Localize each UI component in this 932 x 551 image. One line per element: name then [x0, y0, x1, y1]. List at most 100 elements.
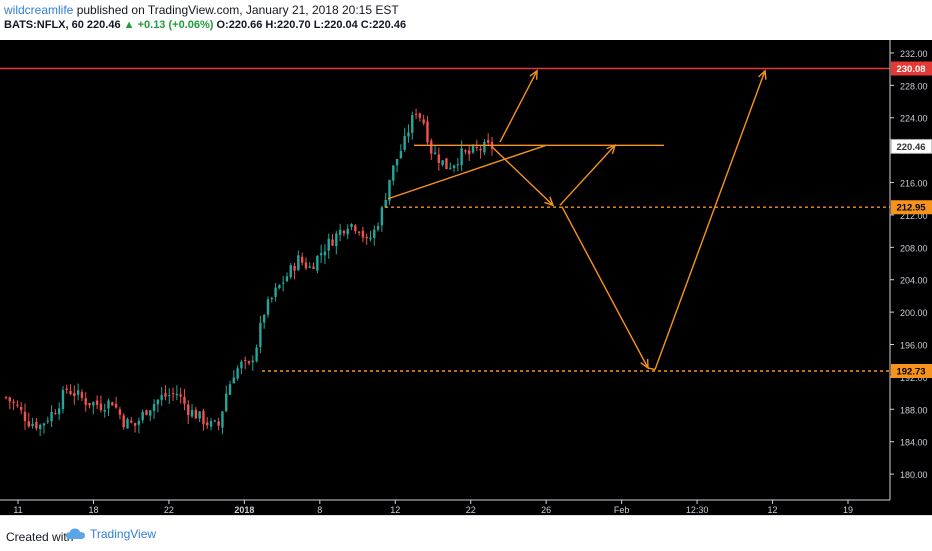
- candle: [437, 147, 441, 171]
- candle-body: [27, 421, 30, 427]
- candle: [414, 108, 418, 120]
- candle: [335, 230, 338, 255]
- triangle-bottom-line: [387, 144, 547, 200]
- candlestick-chart: 232.00228.00224.00220.00216.00212.00208.…: [0, 40, 932, 515]
- time-tick-label: 2018: [234, 505, 254, 515]
- candle-body: [365, 236, 368, 239]
- candle-body: [335, 233, 338, 246]
- candle: [323, 244, 327, 265]
- candle-body: [213, 420, 217, 422]
- candle-body: [99, 403, 103, 411]
- chart-header: wildcreamlife published on TradingView.c…: [0, 0, 932, 40]
- candle-body: [475, 146, 479, 148]
- candle: [281, 275, 285, 292]
- candle: [31, 417, 34, 429]
- price-tag-last: 220.46: [890, 138, 932, 154]
- candle-body: [270, 297, 273, 300]
- candle: [198, 411, 201, 422]
- candle-body: [171, 393, 175, 395]
- candle-body: [414, 113, 418, 115]
- candle-body: [240, 361, 243, 369]
- candle: [133, 422, 137, 433]
- candle-body: [338, 229, 342, 235]
- candle: [61, 385, 65, 414]
- candle: [392, 165, 395, 185]
- candle-body: [209, 421, 213, 427]
- candle: [380, 205, 384, 232]
- candle-body: [331, 239, 334, 246]
- candle-body: [445, 158, 448, 170]
- candle: [346, 224, 349, 240]
- candle-body: [236, 368, 239, 379]
- candle-body: [460, 148, 463, 166]
- tradingview-label[interactable]: TradingView: [90, 527, 157, 541]
- author-link[interactable]: wildcreamlife: [4, 3, 74, 17]
- candle: [221, 410, 224, 435]
- candle-body: [255, 347, 258, 362]
- time-tick-label: 11: [13, 505, 22, 515]
- arrow-head: [606, 144, 617, 155]
- candle: [304, 257, 308, 271]
- arrow-breakout-up: [499, 69, 538, 143]
- candle: [130, 417, 133, 424]
- price-tag-resistance: 230.08: [891, 61, 932, 76]
- candle-body: [8, 397, 11, 402]
- chart-plot-area[interactable]: 232.00228.00224.00220.00216.00212.00208.…: [0, 40, 932, 515]
- candle: [369, 230, 372, 242]
- candle-body: [137, 420, 141, 425]
- candle: [388, 179, 391, 205]
- candle: [190, 403, 194, 419]
- price-axis: 232.00228.00224.00220.00216.00212.00208.…: [889, 40, 928, 500]
- candle: [69, 384, 72, 396]
- candle-body: [304, 262, 308, 269]
- candle: [103, 403, 106, 418]
- candle: [479, 146, 482, 159]
- candle-body: [456, 164, 460, 166]
- candle: [297, 250, 300, 271]
- candle: [270, 296, 273, 303]
- candle-body: [80, 392, 84, 398]
- candle-body: [266, 299, 270, 315]
- arrow-retest: [559, 144, 617, 206]
- candle-body: [175, 393, 179, 396]
- candle-body: [483, 141, 486, 153]
- candle: [327, 233, 330, 259]
- candle-body: [42, 423, 46, 426]
- candle-body: [111, 402, 114, 406]
- candle-body: [380, 207, 384, 226]
- candle: [12, 399, 15, 410]
- candle: [194, 407, 198, 419]
- time-tick-label: 12: [390, 505, 400, 515]
- candle-body: [350, 224, 353, 227]
- candle-body: [156, 399, 160, 405]
- tradingview-link[interactable]: TradingView: [66, 527, 156, 541]
- price-tag-label: 230.08: [896, 64, 925, 75]
- arrow-shaft: [559, 144, 616, 206]
- candle-body: [262, 315, 266, 323]
- candle: [171, 387, 175, 401]
- time-tick-label: 8: [317, 505, 322, 515]
- candle-body: [179, 394, 182, 397]
- candle: [99, 395, 103, 413]
- candle-body: [126, 419, 129, 429]
- time-tick-label: 22: [466, 505, 476, 515]
- candle-body: [384, 199, 387, 208]
- candle-body: [168, 395, 171, 397]
- candle: [259, 315, 262, 354]
- candle: [331, 234, 334, 247]
- price-tick-label: 196.00: [900, 341, 928, 351]
- candle: [111, 401, 114, 406]
- candle: [46, 416, 49, 424]
- candle: [483, 139, 486, 156]
- candle: [350, 223, 353, 231]
- candle: [422, 114, 425, 126]
- candle-body: [65, 388, 68, 390]
- price-tick-label: 216.00: [900, 179, 928, 189]
- candle: [354, 224, 357, 235]
- candle: [213, 419, 217, 423]
- candle: [228, 380, 232, 396]
- price-tick-label: 204.00: [900, 276, 928, 286]
- candle-body: [357, 231, 361, 233]
- candle: [179, 387, 182, 404]
- candle-body: [399, 151, 403, 159]
